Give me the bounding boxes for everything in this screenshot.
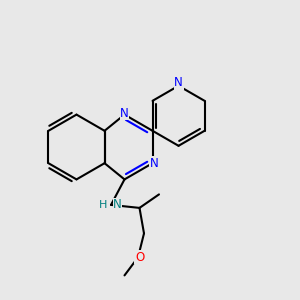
Text: H: H — [99, 200, 108, 210]
Text: N: N — [113, 198, 122, 212]
Text: N: N — [150, 157, 158, 170]
Text: N: N — [174, 76, 183, 89]
Text: O: O — [135, 251, 144, 264]
Text: N: N — [120, 106, 129, 120]
